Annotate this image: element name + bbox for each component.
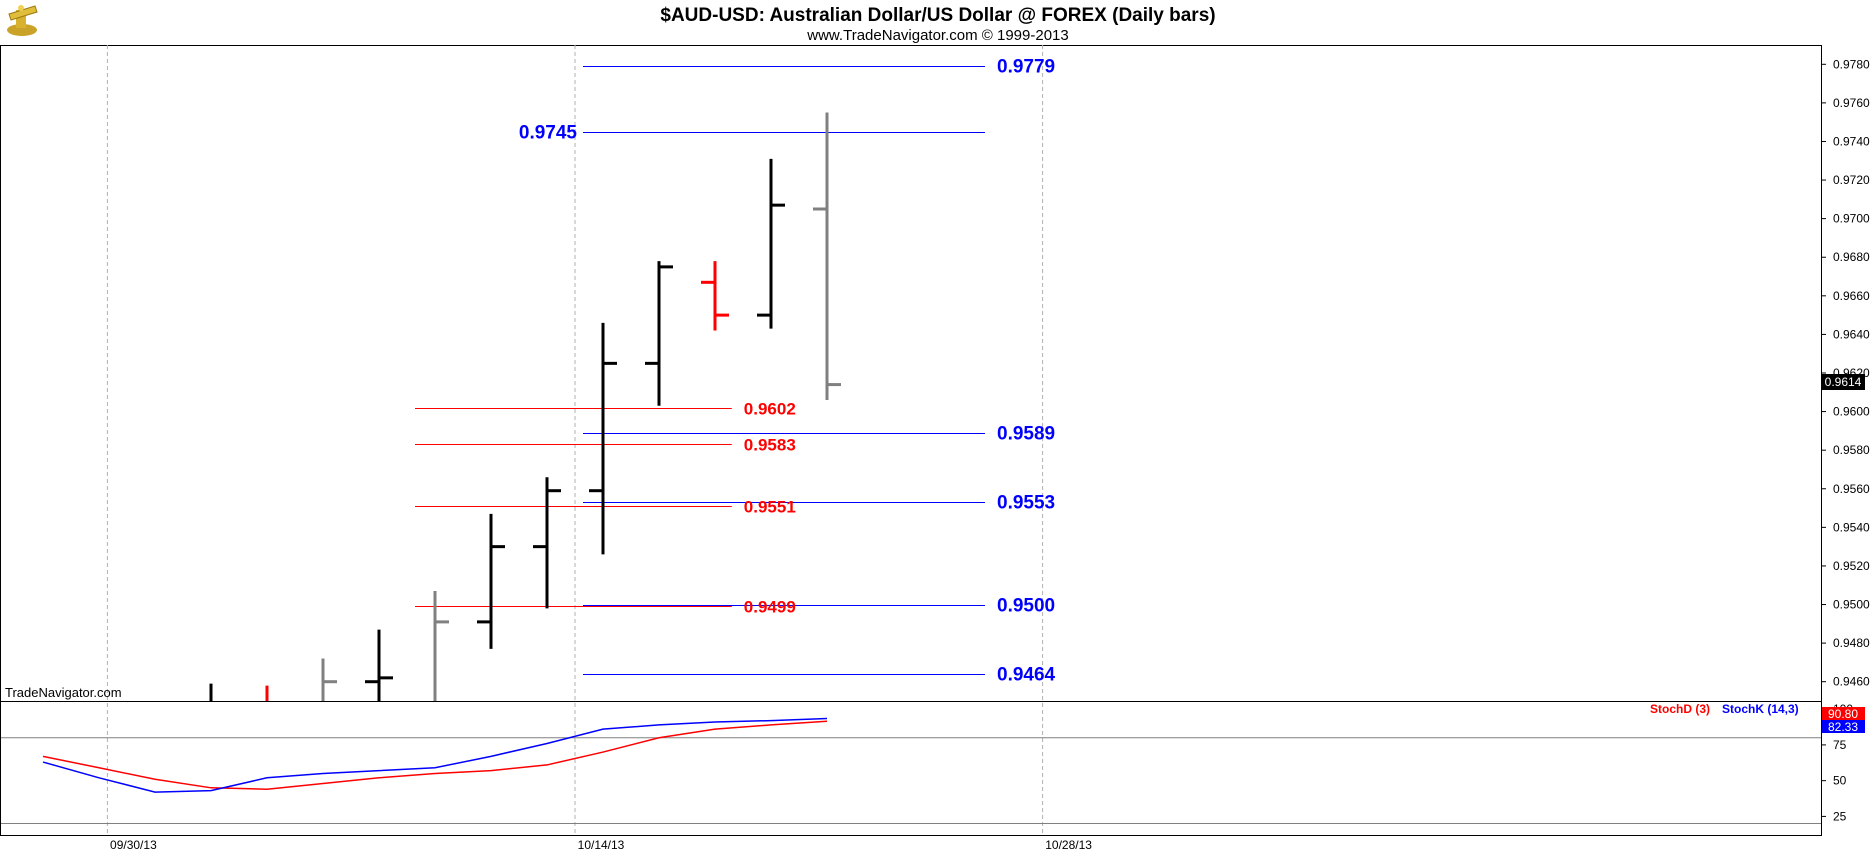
legend-stochd: StochD (3)	[1650, 702, 1710, 716]
ohlc-bar	[701, 261, 729, 331]
stochd-last-label: 90.80	[1828, 707, 1858, 721]
ohlc-bar	[533, 477, 561, 609]
level-label: 0.9779	[997, 57, 1055, 78]
x-tick-label: 10/28/13	[1045, 838, 1092, 852]
level-label: 0.9583	[744, 436, 796, 455]
price-bars	[209, 112, 841, 701]
watermark: TradeNavigator.com	[5, 685, 122, 700]
last-price-label: 0.9614	[1825, 375, 1862, 389]
y-tick-label: 0.9660	[1833, 289, 1870, 303]
chart-subtitle: www.TradeNavigator.com © 1999-2013	[806, 27, 1068, 44]
stoch-y-tick-label: 25	[1833, 809, 1847, 823]
y-tick-label: 0.9460	[1833, 675, 1870, 689]
stochd-last-badge	[1822, 707, 1865, 720]
y-tick-label: 0.9640	[1833, 327, 1870, 341]
level-label: 0.9464	[997, 665, 1056, 686]
y-tick-label: 0.9760	[1833, 96, 1870, 110]
level-label: 0.9602	[744, 400, 796, 419]
ohlc-bar	[813, 112, 841, 401]
trade-navigator-logo-icon	[7, 5, 38, 36]
ohlc-bar	[589, 322, 617, 555]
grid	[1, 45, 1821, 835]
level-label: 0.9500	[997, 596, 1055, 617]
y-tick-label: 0.9520	[1833, 559, 1870, 573]
stochk-last-badge	[1822, 720, 1865, 733]
level-label: 0.9745	[519, 123, 578, 144]
level-label: 0.9589	[997, 424, 1055, 445]
ohlc-bar	[645, 261, 673, 406]
x-tick-label: 10/14/13	[578, 838, 625, 852]
level-lines: 0.9779 0.9745 0.9602 0.9589 0.9583 0.9553 0.95…	[415, 57, 1056, 686]
y-tick-label: 0.9700	[1833, 212, 1870, 226]
ohlc-bar	[433, 591, 449, 701]
level-label: 0.9553	[997, 493, 1055, 514]
price-panel-frame	[0, 45, 1822, 702]
x-axis-ticks: 09/30/13 10/14/13 10/28/13	[110, 838, 1092, 852]
chart-title: $AUD-USD: Australian Dollar/US Dollar @ …	[660, 5, 1215, 26]
y-tick-label: 0.9500	[1833, 598, 1870, 612]
ohlc-bar	[321, 658, 337, 701]
last-price-badge	[1822, 374, 1865, 390]
y-tick-label: 0.9580	[1833, 443, 1870, 457]
legend-stochk: StochK (14,3)	[1722, 702, 1799, 716]
ohlc-bar	[477, 513, 505, 649]
y-tick-label: 0.9720	[1833, 173, 1870, 187]
y-tick-label: 0.9780	[1833, 57, 1870, 71]
stochastic-lines	[42, 717, 828, 793]
level-label: 0.9551	[744, 498, 796, 517]
stoch-y-tick-label: 50	[1833, 774, 1847, 788]
x-tick-label: 09/30/13	[110, 838, 157, 852]
stochk-last-label: 82.33	[1828, 720, 1858, 734]
y-tick-label: 0.9480	[1833, 636, 1870, 650]
stochastic-panel-frame	[0, 701, 1822, 836]
y-tick-label: 0.9600	[1833, 405, 1870, 419]
ohlc-bar	[757, 158, 785, 329]
y-tick-label: 0.9740	[1833, 134, 1870, 148]
y-tick-label: 0.9560	[1833, 482, 1870, 496]
level-label: 0.9499	[744, 598, 796, 617]
y-tick-label: 0.9540	[1833, 520, 1870, 534]
y-tick-label: 0.9680	[1833, 250, 1870, 264]
stoch-y-tick-label: 75	[1833, 738, 1847, 752]
stoch-series-line	[42, 717, 828, 793]
ohlc-bar	[365, 629, 393, 701]
stoch-series-line	[42, 720, 828, 790]
